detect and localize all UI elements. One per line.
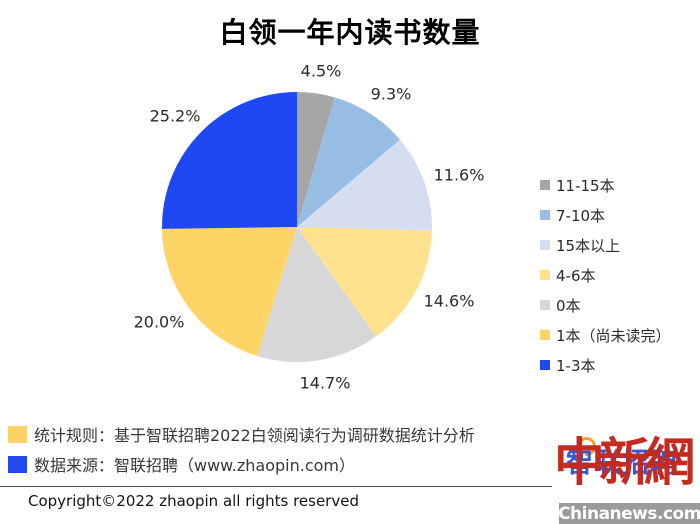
footnote-stat-rule: 统计规则：基于智联招聘2022白领阅读行为调研数据统计分析 — [8, 425, 475, 445]
chart-legend: 11-15本 7-10本 15本以上 4-6本 0本 1本（尚未读完） 1-3本 — [540, 170, 671, 380]
legend-label: 4-6本 — [556, 266, 596, 285]
pie-chart — [162, 92, 432, 362]
legend-color-swatch — [540, 210, 550, 220]
legend-label: 0本 — [556, 296, 581, 315]
legend-color-swatch — [540, 270, 550, 280]
legend-item: 1-3本 — [540, 350, 671, 380]
pie-value-label: 14.7% — [299, 373, 351, 393]
legend-item: 15本以上 — [540, 230, 671, 260]
footnote-data-source-text: 数据来源：智联招聘（www.zhaopin.com） — [34, 456, 356, 475]
legend-color-swatch — [540, 180, 550, 190]
legend-item: 11-15本 — [540, 170, 671, 200]
legend-color-swatch — [540, 240, 550, 250]
legend-item: 7-10本 — [540, 200, 671, 230]
legend-color-swatch — [540, 330, 550, 340]
legend-label: 15本以上 — [556, 236, 621, 255]
chart-title: 白领一年内读书数量 — [219, 16, 481, 49]
legend-label: 1本（尚未读完） — [556, 326, 671, 345]
footnote-stat-rule-text: 统计规则：基于智联招聘2022白领阅读行为调研数据统计分析 — [34, 426, 475, 445]
legend-item: 0本 — [540, 290, 671, 320]
legend-label: 11-15本 — [556, 176, 615, 195]
pie-value-label: 11.6% — [433, 165, 485, 185]
legend-label: 1-3本 — [556, 356, 596, 375]
pie-slice — [162, 227, 297, 357]
pie-slice — [297, 139, 432, 231]
pie-value-label: 4.5% — [300, 61, 342, 81]
legend-color-swatch — [540, 300, 550, 310]
zhaopin-logo-text: 智联招聘 — [566, 448, 678, 479]
legend-item: 4-6本 — [540, 260, 671, 290]
pie-slice — [297, 92, 335, 227]
pie-value-label: 14.6% — [423, 291, 475, 311]
legend-item: 1本（尚未读完） — [540, 320, 671, 350]
legend-label: 7-10本 — [556, 206, 606, 225]
footnote-marker-blue — [8, 455, 27, 473]
legend-color-swatch — [540, 360, 550, 370]
footnote-marker-yellow — [8, 425, 27, 443]
divider-line — [0, 486, 552, 487]
pie-slice — [297, 97, 401, 228]
chinanews-watermark-seal: 中新網 — [554, 433, 695, 493]
pie-slice — [297, 227, 432, 337]
pie-value-label: 20.0% — [133, 312, 185, 332]
pie-slice — [162, 92, 297, 229]
copyright-text: Copyright©2022 zhaopin all rights reserv… — [28, 492, 359, 510]
pie-value-label: 25.2% — [149, 106, 201, 126]
pie-value-label: 9.3% — [370, 84, 412, 104]
chinanews-domain-badge: Chinanews.com — [558, 503, 700, 524]
pie-slice — [257, 227, 377, 362]
footnote-data-source: 数据来源：智联招聘（www.zhaopin.com） — [8, 455, 356, 475]
